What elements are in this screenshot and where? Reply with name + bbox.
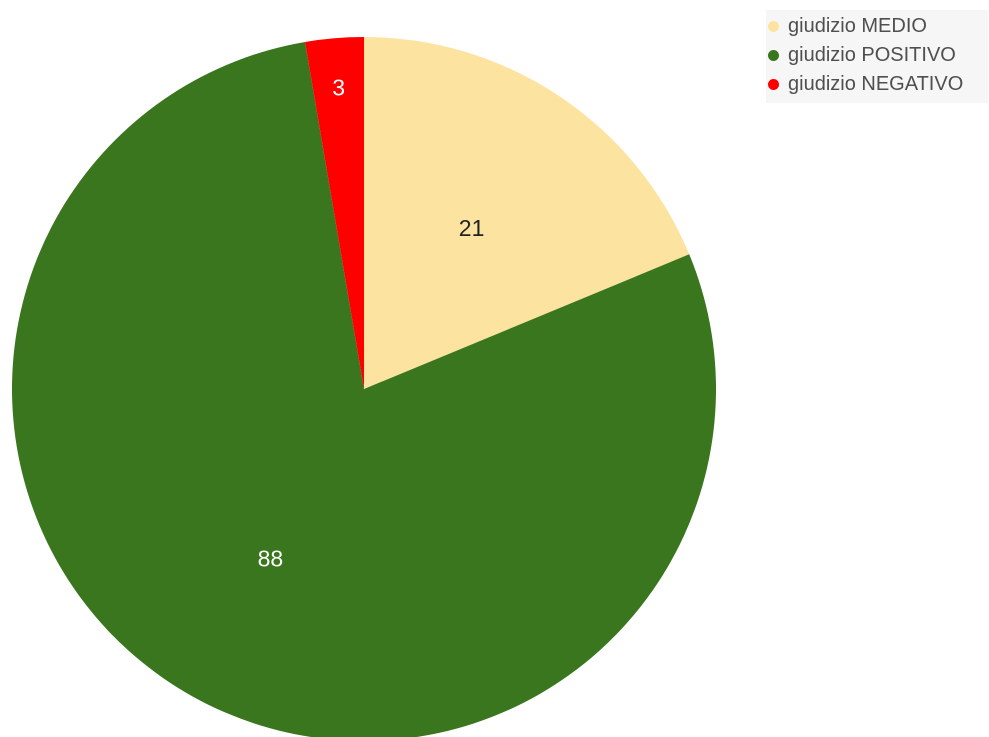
legend-label: giudizio POSITIVO	[788, 44, 956, 66]
pie-data-labels: 21 88 3	[258, 74, 485, 571]
chart-legend: giudizio MEDIO giudizio POSITIVO giudizio …	[766, 10, 988, 103]
legend-swatch	[768, 21, 779, 32]
pie-slice-giudizio-negativo	[305, 37, 364, 389]
pie-slice-giudizio-medio	[364, 37, 690, 389]
legend-item-giudizio-positivo: giudizio POSITIVO	[766, 41, 988, 70]
pie-slices	[12, 37, 716, 737]
legend-swatch	[768, 79, 779, 90]
data-label-giudizio-negativo: 3	[332, 74, 345, 100]
legend-item-giudizio-negativo: giudizio NEGATIVO	[766, 70, 988, 99]
legend-swatch	[768, 50, 779, 61]
data-label-giudizio-positivo: 88	[258, 545, 284, 571]
legend-label: giudizio MEDIO	[788, 15, 927, 37]
legend-item-giudizio-medio: giudizio MEDIO	[766, 12, 988, 41]
legend-label: giudizio NEGATIVO	[788, 73, 964, 95]
pie-slice-giudizio-positivo	[12, 41, 716, 737]
data-label-giudizio-medio: 21	[459, 215, 485, 241]
